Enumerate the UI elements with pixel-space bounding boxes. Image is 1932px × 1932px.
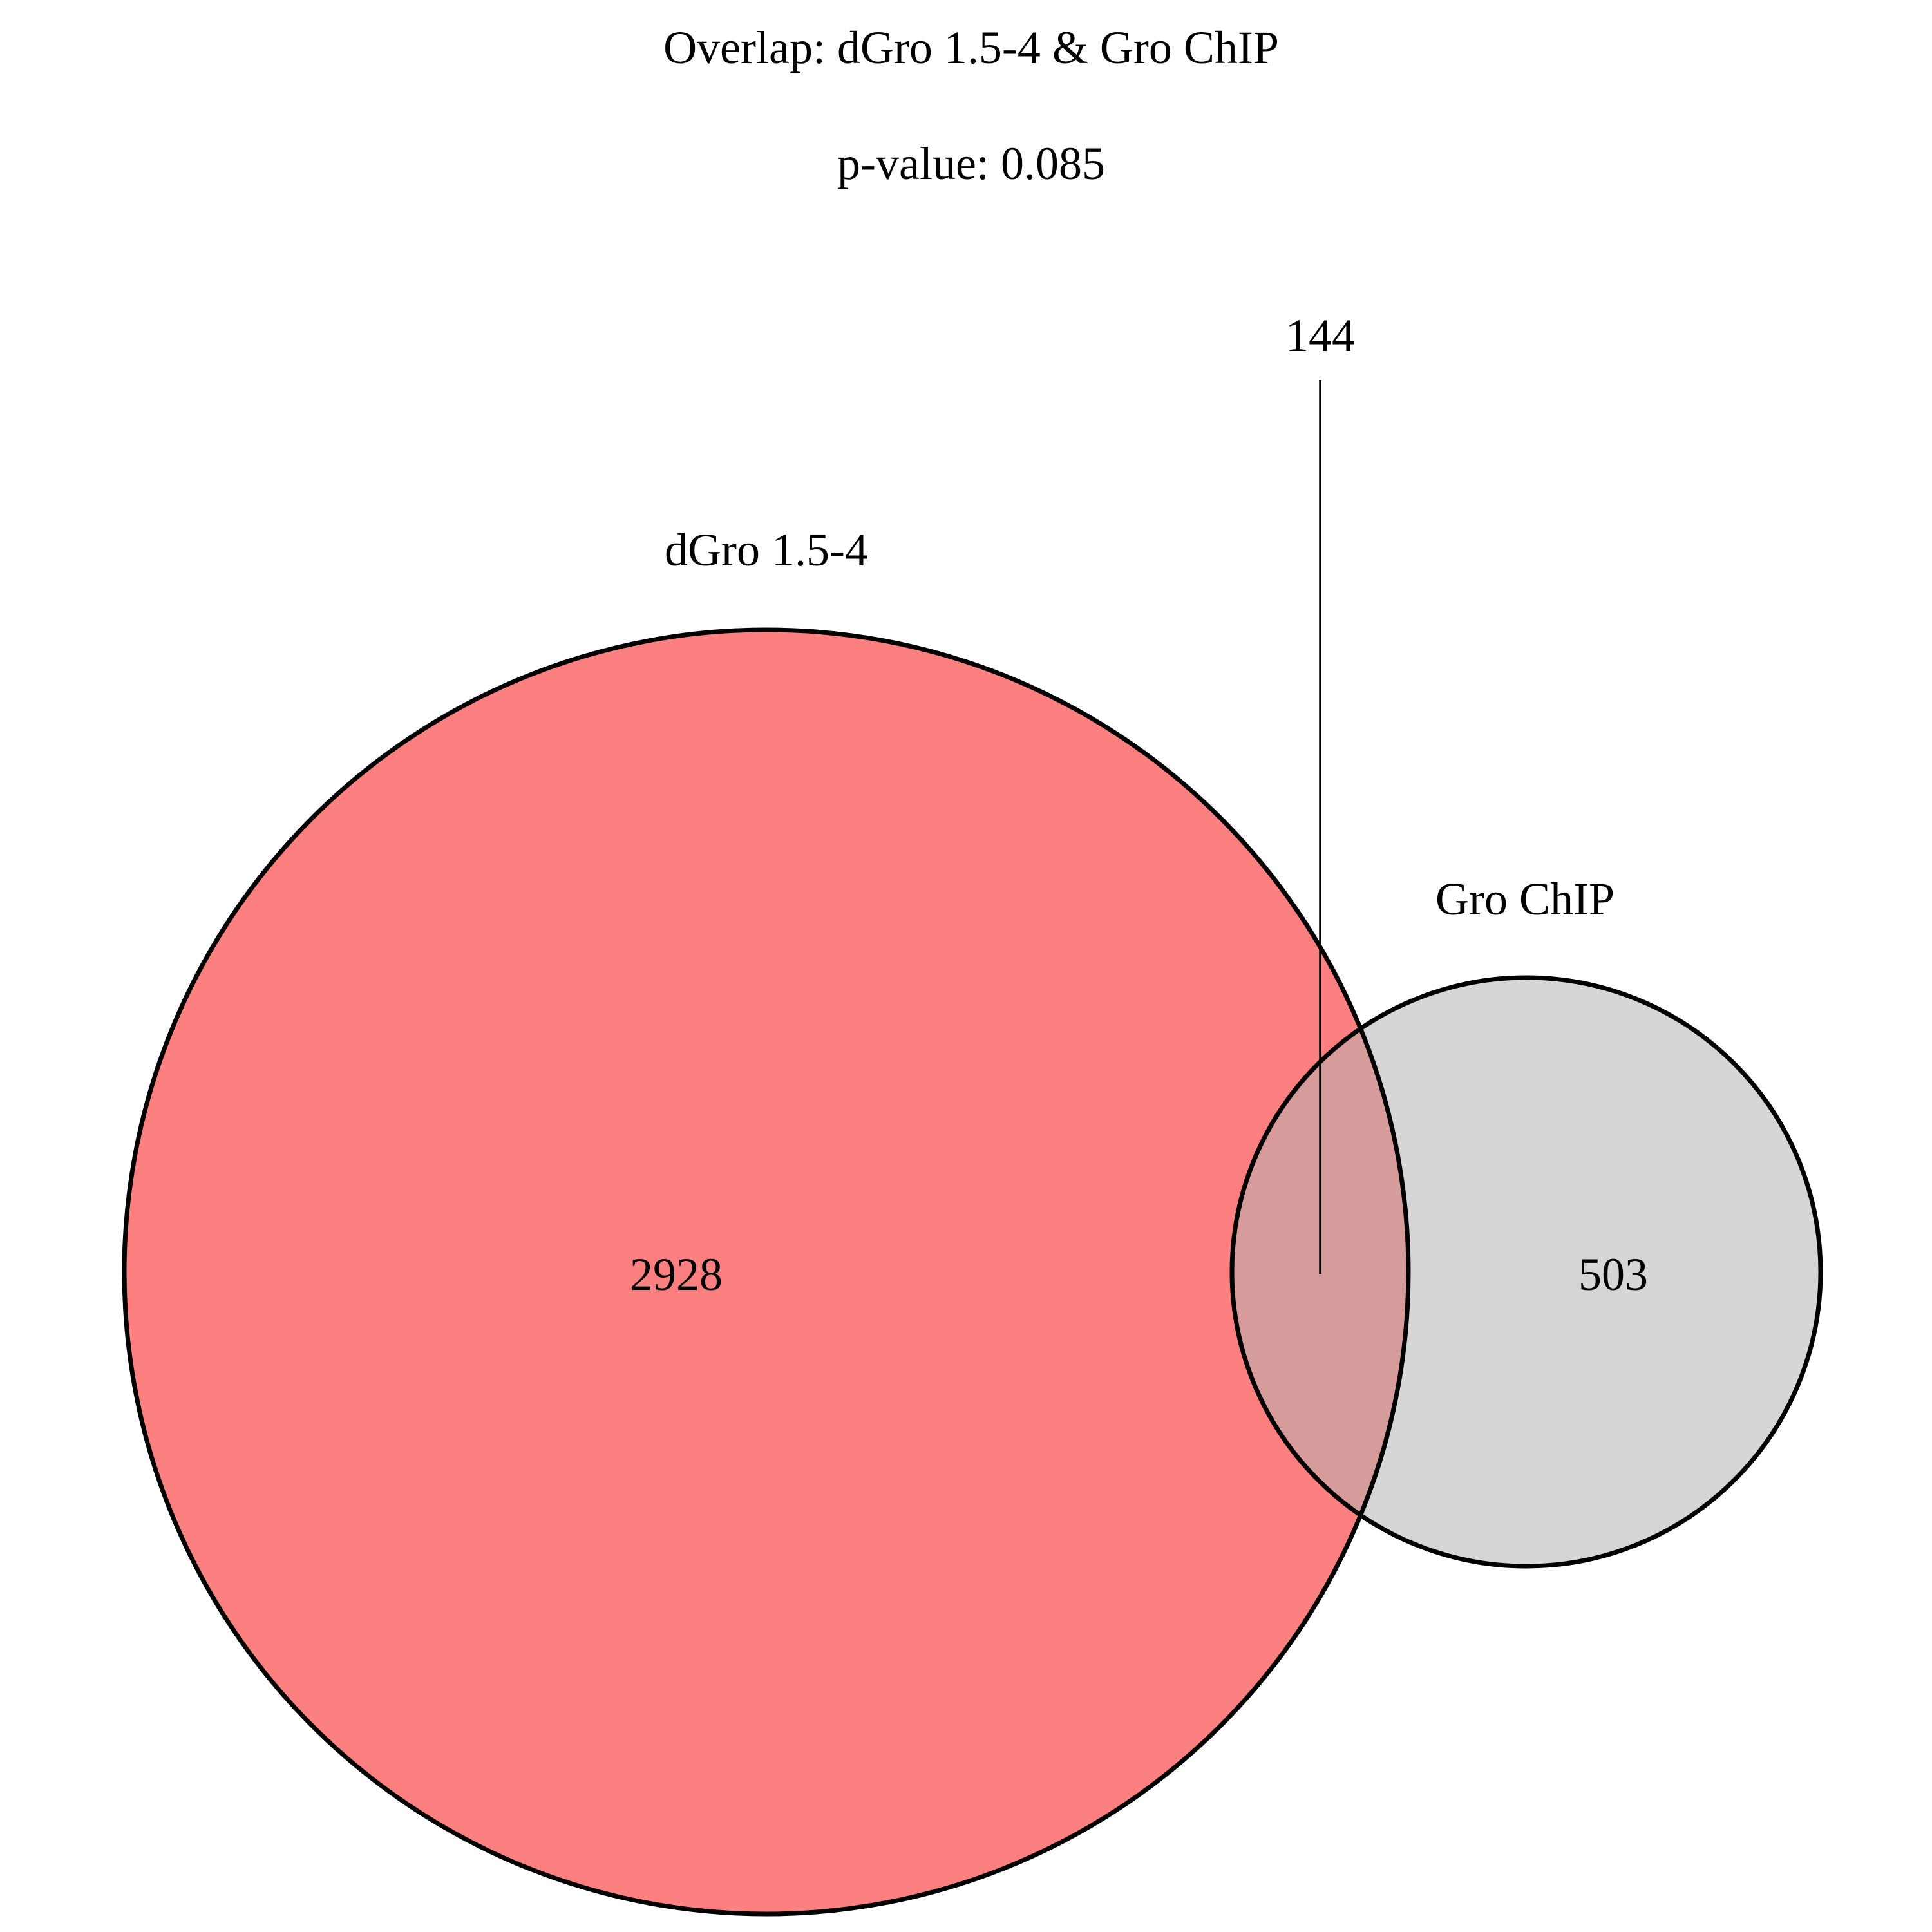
intersection-count-label: 144 xyxy=(1285,310,1355,361)
intersection-region xyxy=(1232,978,1408,1566)
set-dgro-circle xyxy=(124,630,1408,1914)
chart-title: Overlap: dGro 1.5-4 & Gro ChIP xyxy=(663,22,1279,73)
chart-subtitle: p-value: 0.085 xyxy=(837,138,1105,189)
set-gro-chip-only-count: 503 xyxy=(1578,1249,1648,1300)
set-dgro-label: dGro 1.5-4 xyxy=(665,524,868,576)
set-gro-chip-outline xyxy=(1229,975,1823,1569)
set-gro-chip-label: Gro ChIP xyxy=(1435,873,1615,925)
set-dgro-outline xyxy=(122,627,1411,1917)
set-dgro-only-count: 2928 xyxy=(630,1249,723,1300)
